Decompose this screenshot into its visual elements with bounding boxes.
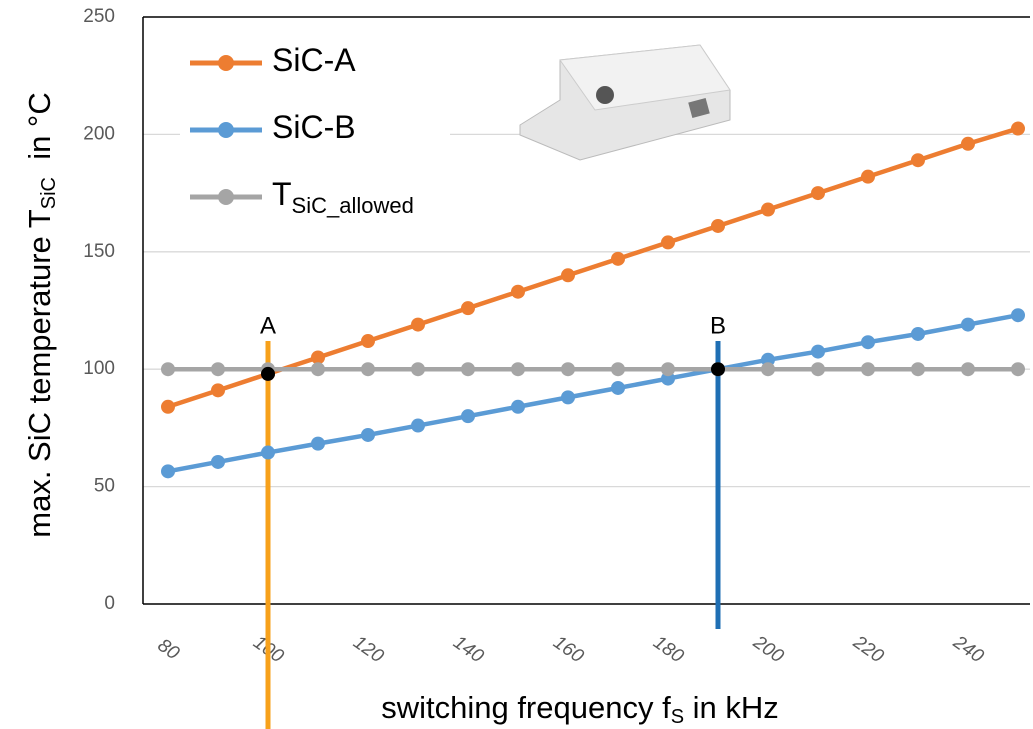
y-tick-label: 150 [83,241,115,262]
data-point [361,362,375,377]
data-point [911,362,925,377]
data-point [511,362,525,377]
data-point [361,427,375,442]
data-point [961,362,975,377]
y-tick-label: 50 [94,476,115,497]
data-point [611,362,625,377]
data-point [861,362,875,377]
x-tick-label: 80 [154,635,184,665]
x-axis-title: switching frequency fS in kHz [381,690,779,728]
data-point [461,362,475,377]
data-point [611,380,625,395]
x-tick-label: 220 [848,631,887,667]
x-axis-title-text: switching frequency f [381,690,671,725]
y-tick-label: 250 [83,6,115,27]
legend-marker [218,122,234,138]
data-point [811,344,825,359]
data-point [661,362,675,377]
data-point [461,409,475,424]
data-point [461,301,475,316]
x-tick-label: 240 [948,631,987,667]
data-point [811,362,825,377]
data-point [761,362,775,377]
annotation-point [261,366,275,381]
data-point [611,251,625,266]
data-point [511,284,525,299]
data-point [1011,308,1025,323]
data-point [1011,121,1025,136]
legend-label-sub: SiC_allowed [292,193,414,218]
data-point [911,153,925,168]
series-line [167,126,1019,409]
annotation-point [711,362,725,377]
data-point [561,390,575,405]
x-tick-label: 140 [449,632,487,668]
legend-label: SiC-B [272,109,356,145]
data-point [211,383,225,398]
module-photo [519,44,731,161]
data-point [411,317,425,332]
data-point [261,445,275,460]
data-point [761,202,775,217]
y-tick-label: 0 [104,593,115,614]
data-point [511,399,525,414]
x-axis-title-rest: in kHz [684,690,779,725]
data-point [311,362,325,377]
legend-label: SiC-A [272,42,356,78]
data-point [161,399,175,414]
x-tick-label: 200 [748,631,787,667]
legend-label-text: SiC-A [272,42,356,78]
x-axis-title-sub: S [671,706,684,728]
legend-label: TSiC_allowed [272,176,414,217]
y-axis-title-sub: SiC [38,177,60,209]
legend-label-text: T [272,176,292,212]
x-tick-label: 180 [649,632,687,668]
annotation-label: B [710,312,726,339]
data-point [561,362,575,377]
x-tick-label: 120 [349,632,387,668]
data-point [961,136,975,151]
y-axis-title-text: max. SiC temperature T [22,209,57,538]
data-point [911,326,925,341]
data-point [811,186,825,201]
data-point [561,268,575,283]
data-point [861,169,875,184]
data-point [361,334,375,349]
series-line [167,312,1019,474]
data-point [411,362,425,377]
legend-marker [218,189,234,205]
data-point [961,317,975,332]
y-tick-label: 100 [83,358,115,379]
y-axis-title: max. SiC temperature TSiC in °C [22,92,60,537]
data-point [211,362,225,377]
data-point [711,218,725,233]
legend-label-text: SiC-B [272,109,356,145]
y-axis-title-rest: in °C [22,92,57,177]
y-tick-label: 200 [83,123,115,144]
data-point [211,454,225,469]
data-point [161,362,175,377]
data-point [1011,362,1025,377]
data-point [311,436,325,451]
data-point [861,335,875,350]
annotation-label: A [260,312,276,339]
data-point [161,464,175,479]
x-tick-label: 160 [549,632,587,668]
data-point [411,418,425,433]
data-point [661,235,675,250]
legend-marker [218,55,234,71]
data-point [311,350,325,365]
